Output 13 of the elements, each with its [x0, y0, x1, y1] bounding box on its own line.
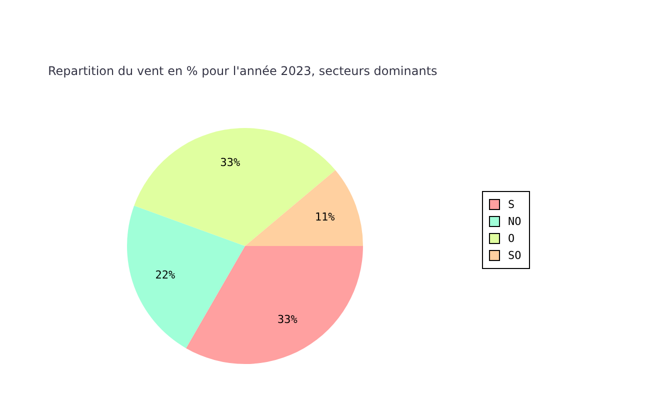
legend-label: O [508, 232, 515, 245]
legend-label: S [508, 198, 515, 211]
pie-slice [245, 170, 363, 246]
legend-label: NO [508, 215, 522, 228]
data-label: 11% [314, 210, 336, 224]
data-label: 33% [278, 313, 298, 326]
data-label: 33% [220, 156, 241, 169]
pie-slice [134, 128, 336, 246]
pie-slice [127, 206, 245, 348]
pie-slice [186, 246, 363, 364]
data-label: 22% [155, 268, 176, 282]
chart-title: Repartition du vent en % pour l'année 2023, secteurs dominants [48, 64, 438, 78]
legend-label: SO [508, 249, 522, 262]
